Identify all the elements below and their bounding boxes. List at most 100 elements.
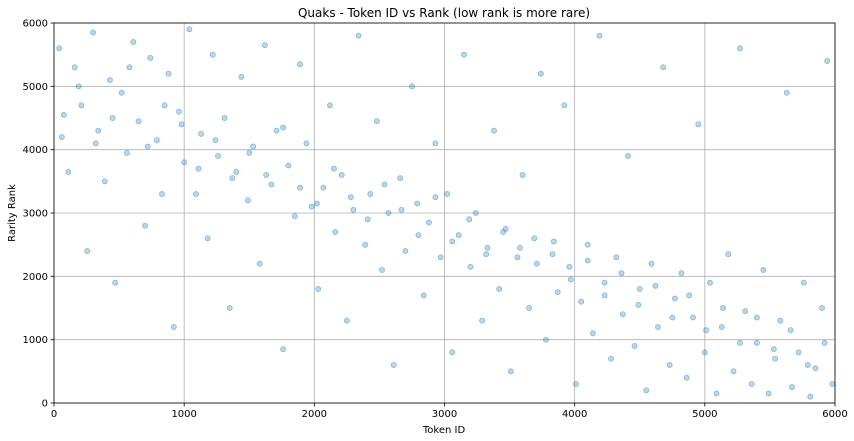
data-point [635, 301, 642, 308]
data-point [783, 89, 790, 96]
y-axis-label: Rarity Rank [7, 184, 18, 242]
data-point [479, 317, 486, 324]
data-point [567, 276, 574, 283]
y-tick-label: 0 [42, 399, 48, 410]
data-point [71, 64, 78, 71]
y-tick-label: 3000 [23, 209, 48, 220]
data-point [519, 172, 526, 178]
data-point [165, 70, 172, 77]
data-point [107, 77, 113, 83]
data-point [118, 89, 125, 96]
data-points [56, 26, 836, 400]
data-point [263, 172, 270, 178]
data-point [601, 292, 608, 299]
data-point [273, 127, 280, 134]
x-tick-label: 5000 [692, 409, 717, 420]
data-point [507, 368, 514, 375]
data-point [449, 349, 456, 356]
data-point [449, 238, 456, 245]
data-point [500, 229, 506, 235]
data-point [517, 244, 523, 251]
data-point [285, 162, 292, 169]
data-point [60, 111, 67, 118]
data-point [737, 45, 743, 52]
data-point [142, 222, 148, 229]
data-point [466, 216, 473, 223]
data-point [672, 295, 678, 302]
data-point [432, 140, 439, 147]
data-point [153, 137, 160, 144]
data-point [812, 365, 819, 372]
x-axis-label: Token ID [422, 425, 466, 436]
y-tick-label: 1000 [23, 335, 48, 346]
data-point [367, 191, 374, 197]
data-point [313, 200, 320, 207]
data-point [181, 159, 188, 166]
data-point [280, 124, 286, 131]
data-point [484, 244, 491, 251]
y-tick-label: 6000 [23, 19, 48, 30]
data-point [748, 381, 755, 387]
data-point [90, 29, 96, 36]
data-point [268, 181, 275, 188]
data-point [496, 286, 503, 292]
data-point [58, 134, 65, 140]
data-point [338, 172, 345, 178]
data-point [701, 349, 708, 356]
data-point [84, 248, 91, 254]
data-point [432, 194, 439, 201]
data-point [625, 153, 631, 159]
data-point [280, 346, 286, 353]
data-point [229, 175, 236, 182]
data-point [209, 51, 216, 58]
data-point [549, 251, 556, 258]
data-point [330, 165, 337, 172]
data-point [720, 305, 726, 311]
data-point [144, 143, 151, 150]
data-point [660, 64, 667, 71]
y-tick-label: 4000 [23, 145, 48, 156]
data-point [130, 39, 137, 45]
data-point [379, 267, 385, 273]
data-point [112, 279, 119, 286]
data-point [95, 127, 102, 134]
data-point [713, 390, 720, 397]
data-point [101, 178, 108, 185]
data-point [303, 140, 310, 147]
data-point [364, 216, 371, 223]
data-point [170, 324, 177, 330]
data-point [212, 137, 219, 144]
data-point [233, 168, 240, 175]
data-point [613, 254, 620, 261]
grid [53, 22, 836, 404]
data-point [531, 235, 538, 242]
data-point [192, 191, 199, 197]
data-point [238, 73, 245, 80]
data-point [800, 279, 807, 286]
data-point [135, 118, 142, 125]
x-tick-label: 4000 [562, 409, 587, 420]
data-point [695, 121, 702, 128]
data-point [561, 102, 568, 109]
data-point [829, 381, 836, 387]
data-point [402, 248, 409, 254]
data-point [261, 42, 268, 49]
data-point [686, 292, 693, 299]
data-point [491, 127, 497, 134]
data-point [550, 238, 557, 245]
data-point [770, 346, 777, 353]
data-point [250, 143, 257, 150]
data-point [75, 83, 82, 90]
data-point [124, 149, 130, 156]
data-point [760, 267, 767, 273]
data-point [92, 140, 99, 147]
data-point [772, 355, 778, 362]
data-point [554, 289, 561, 296]
data-point [596, 32, 603, 39]
data-point [350, 206, 357, 213]
data-point [737, 339, 743, 346]
data-point [244, 197, 251, 204]
data-point [648, 260, 655, 267]
data-point [398, 206, 405, 213]
